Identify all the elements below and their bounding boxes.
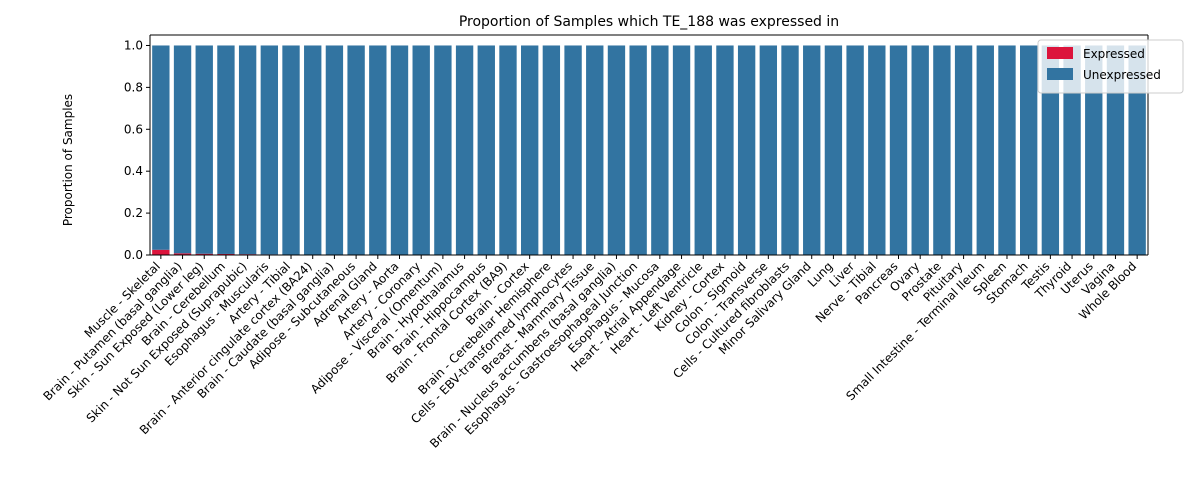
y-tick-label: 0.0	[124, 248, 143, 262]
bar-unexpressed-26	[716, 45, 734, 256]
bar-unexpressed-42	[1063, 45, 1081, 256]
bar-unexpressed-30	[803, 45, 821, 256]
bar-unexpressed-37	[954, 45, 973, 256]
bar-unexpressed-39	[998, 45, 1016, 256]
legend: Expressed Unexpressed	[1037, 39, 1184, 94]
bar-unexpressed-5	[260, 45, 279, 255]
bar-unexpressed-28	[759, 45, 778, 256]
bar-unexpressed-1	[173, 45, 192, 254]
chart-title: Proportion of Samples which TE_188 was e…	[459, 14, 839, 30]
y-tick-label: 1.0	[124, 38, 143, 52]
bar-unexpressed-33	[868, 45, 886, 256]
bar-expressed-0	[152, 249, 170, 255]
bar-expressed-2	[195, 253, 213, 255]
y-tick-label: 0.2	[124, 206, 143, 220]
bar-unexpressed-43	[1085, 45, 1103, 256]
bar-unexpressed-24	[672, 45, 691, 256]
bar-unexpressed-21	[607, 45, 626, 256]
bar-unexpressed-7	[304, 45, 322, 256]
bar-unexpressed-18	[542, 45, 561, 256]
y-tick-label: 0.6	[124, 122, 143, 136]
bar-unexpressed-45	[1128, 45, 1146, 256]
bar-unexpressed-8	[325, 45, 344, 256]
bar-unexpressed-19	[564, 45, 582, 256]
bar-unexpressed-10	[369, 45, 387, 256]
axes-group	[149, 34, 1149, 256]
bar-unexpressed-23	[651, 45, 669, 256]
legend-swatch-expressed	[1047, 47, 1073, 59]
bar-unexpressed-3	[217, 45, 235, 254]
bar-unexpressed-34	[889, 45, 908, 256]
bar-unexpressed-6	[282, 45, 300, 256]
bar-unexpressed-14	[455, 45, 474, 256]
bar-unexpressed-35	[911, 45, 929, 256]
bar-unexpressed-25	[694, 45, 712, 256]
bar-unexpressed-40	[1020, 45, 1038, 256]
y-axis-label: Proportion of Samples	[61, 94, 75, 226]
bar-unexpressed-20	[586, 45, 604, 256]
bar-unexpressed-12	[412, 45, 430, 256]
legend-box	[1037, 39, 1184, 94]
bar-unexpressed-38	[976, 45, 994, 256]
bar-expressed-3	[217, 253, 235, 255]
bar-unexpressed-11	[390, 45, 409, 256]
bar-unexpressed-4	[238, 45, 257, 255]
bar-unexpressed-41	[1041, 45, 1060, 256]
legend-label-unexpressed: Unexpressed	[1083, 68, 1161, 82]
bar-unexpressed-31	[824, 45, 843, 256]
bar-unexpressed-9	[347, 45, 365, 256]
bar-unexpressed-17	[521, 45, 539, 256]
bar-expressed-1	[173, 253, 192, 255]
bar-unexpressed-16	[499, 45, 517, 256]
legend-label-expressed: Expressed	[1083, 47, 1145, 61]
bar-unexpressed-0	[152, 45, 170, 250]
bar-unexpressed-44	[1106, 45, 1125, 256]
bar-unexpressed-29	[781, 45, 799, 256]
bar-unexpressed-2	[195, 45, 213, 254]
bar-unexpressed-32	[846, 45, 864, 256]
bar-unexpressed-36	[933, 45, 951, 256]
legend-swatch-unexpressed	[1047, 68, 1073, 80]
bar-unexpressed-22	[629, 45, 647, 256]
y-tick-label: 0.8	[124, 80, 143, 94]
bars-group	[152, 45, 1146, 256]
bar-unexpressed-13	[434, 45, 452, 256]
bar-unexpressed-15	[477, 45, 495, 256]
bar-unexpressed-27	[737, 45, 756, 256]
y-ticks-group: 0.0 0.2 0.4 0.6 0.8 1.0	[124, 38, 150, 262]
y-tick-label: 0.4	[124, 164, 143, 178]
